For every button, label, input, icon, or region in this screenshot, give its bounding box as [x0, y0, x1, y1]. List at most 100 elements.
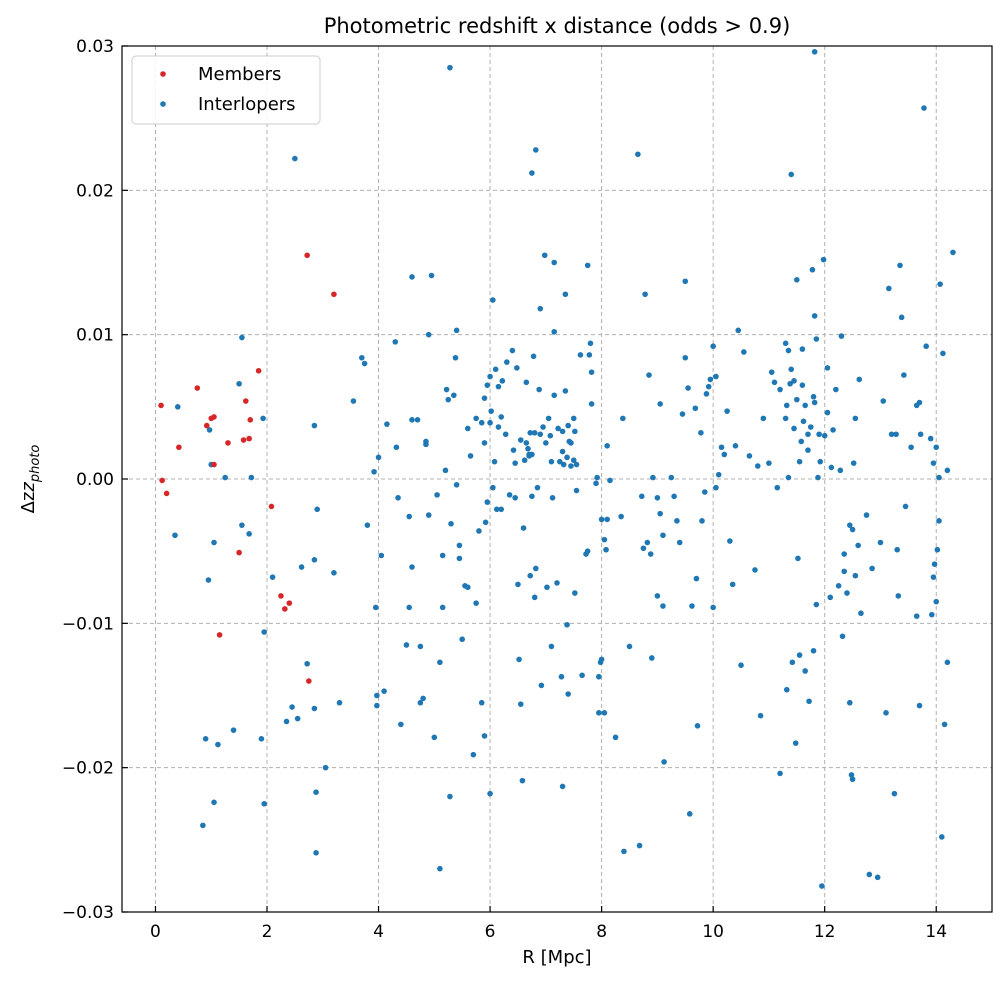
- interlopers-point: [536, 386, 542, 393]
- interlopers-point: [417, 699, 424, 706]
- interlopers-point: [443, 386, 450, 393]
- interlopers-point: [877, 539, 884, 546]
- interlopers-point: [545, 415, 552, 422]
- interlopers-point: [710, 604, 716, 611]
- interlopers-point: [703, 391, 710, 397]
- interlopers-point: [572, 428, 578, 435]
- interlopers-point: [447, 64, 453, 71]
- interlopers-point: [895, 593, 902, 599]
- interlopers-point: [809, 266, 816, 273]
- interlopers-point: [504, 359, 510, 365]
- interlopers-point: [692, 405, 699, 412]
- interlopers-point: [815, 474, 821, 481]
- interlopers-point: [374, 702, 380, 709]
- interlopers-point: [298, 564, 305, 570]
- interlopers-point: [559, 783, 566, 790]
- interlopers-point: [931, 561, 938, 567]
- interlopers-point: [313, 789, 319, 796]
- interlopers-point: [735, 327, 742, 334]
- interlopers-point: [439, 552, 446, 559]
- interlopers-point: [844, 590, 850, 596]
- interlopers-point: [729, 581, 736, 588]
- interlopers-point: [893, 431, 899, 438]
- interlopers-point: [833, 386, 839, 393]
- members-point: [255, 367, 262, 374]
- interlopers-point: [936, 518, 942, 524]
- interlopers-point: [791, 425, 797, 432]
- interlopers-point: [314, 506, 320, 513]
- interlopers-point: [760, 415, 767, 422]
- interlopers-point: [644, 539, 651, 546]
- interlopers-point: [888, 431, 895, 438]
- interlopers-point: [248, 474, 255, 481]
- interlopers-point: [921, 105, 927, 111]
- interlopers-point: [437, 865, 443, 872]
- interlopers-point: [798, 438, 805, 445]
- interlopers-point: [849, 526, 856, 533]
- interlopers-point: [852, 572, 859, 579]
- interlopers-point: [521, 457, 528, 464]
- y-axis-title-base: Δz: [18, 492, 39, 514]
- interlopers-point: [841, 551, 848, 557]
- interlopers-point: [445, 396, 452, 403]
- interlopers-point: [837, 467, 844, 474]
- interlopers-point: [452, 354, 459, 361]
- interlopers-point: [940, 350, 946, 357]
- interlopers-point: [487, 419, 493, 426]
- interlopers-point: [802, 668, 808, 674]
- y-tick-label: −0.02: [62, 759, 114, 779]
- interlopers-point: [886, 285, 892, 292]
- members-point: [159, 477, 165, 484]
- interlopers-point: [547, 432, 554, 439]
- interlopers-point: [713, 484, 719, 491]
- interlopers-point: [493, 506, 500, 513]
- interlopers-point: [537, 431, 544, 438]
- interlopers-point: [554, 580, 560, 586]
- interlopers-point: [782, 340, 789, 347]
- interlopers-point: [456, 555, 463, 562]
- interlopers-point: [374, 692, 380, 699]
- interlopers-point: [523, 379, 530, 386]
- interlopers-point: [467, 453, 474, 459]
- interlopers-point: [721, 451, 728, 458]
- interlopers-point: [724, 408, 730, 414]
- interlopers-point: [908, 444, 914, 451]
- interlopers-point: [289, 704, 295, 710]
- interlopers-point: [409, 274, 415, 280]
- interlopers-point: [757, 712, 764, 719]
- interlopers-point: [839, 633, 846, 640]
- interlopers-point: [661, 759, 667, 765]
- interlopers-point: [686, 811, 693, 817]
- interlopers-point: [570, 457, 577, 464]
- interlopers-point: [506, 492, 513, 498]
- interlopers-point: [596, 673, 602, 680]
- interlopers-point: [782, 415, 789, 422]
- interlopers-point: [371, 468, 377, 475]
- interlopers-point: [509, 347, 516, 354]
- interlopers-point: [660, 532, 666, 539]
- interlopers-point: [502, 431, 509, 438]
- interlopers-point: [933, 598, 940, 605]
- interlopers-point: [431, 734, 438, 741]
- interlopers-point: [529, 493, 535, 500]
- interlopers-point: [713, 373, 719, 380]
- interlopers-point: [246, 531, 252, 537]
- interlopers-point: [336, 699, 343, 706]
- interlopers-point: [746, 453, 753, 459]
- interlopers-point: [543, 440, 549, 446]
- interlopers-point: [529, 170, 535, 176]
- interlopers-point: [442, 467, 449, 474]
- legend-label-members: Members: [198, 64, 281, 85]
- interlopers-point: [537, 305, 544, 312]
- interlopers-point: [304, 660, 310, 667]
- interlopers-point: [869, 565, 875, 572]
- interlopers-point: [409, 564, 415, 570]
- interlopers-point: [913, 402, 920, 409]
- interlopers-point: [939, 834, 945, 840]
- interlopers-point: [517, 701, 524, 707]
- interlopers-point: [799, 382, 806, 388]
- interlopers-point: [777, 386, 783, 393]
- interlopers-point: [944, 467, 951, 474]
- interlopers-point: [423, 441, 429, 448]
- interlopers-point: [568, 440, 574, 446]
